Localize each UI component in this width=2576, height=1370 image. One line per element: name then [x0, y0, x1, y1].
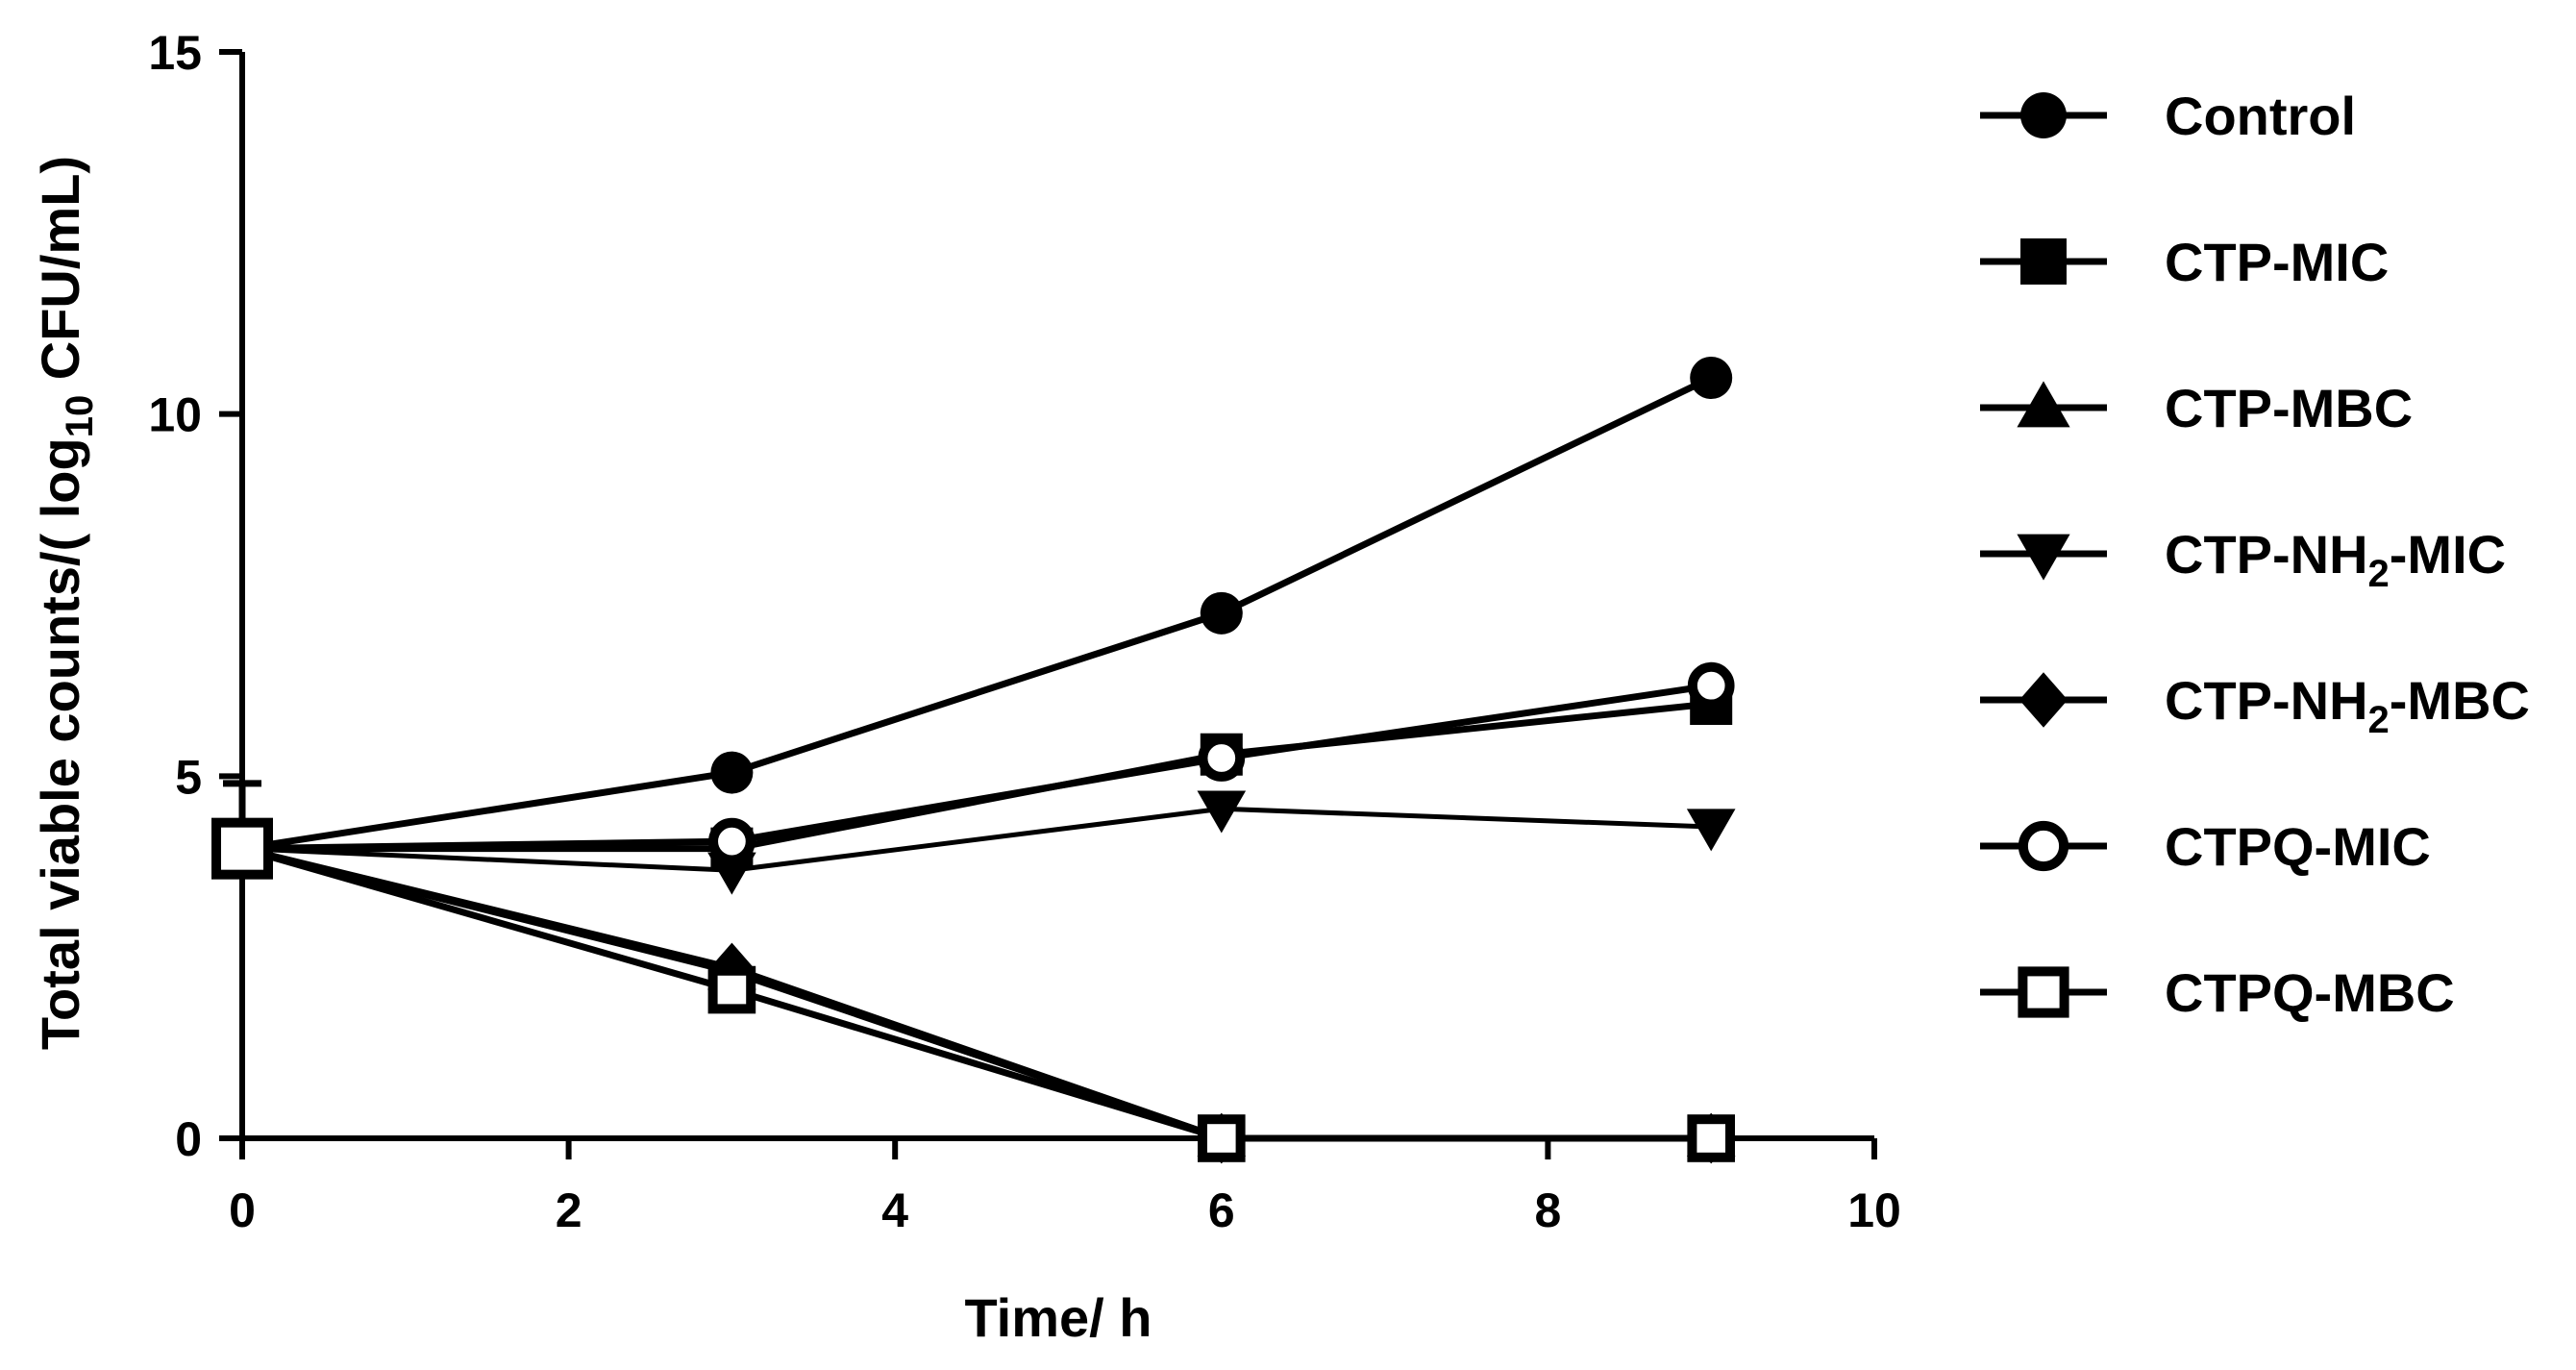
series-markers-ctp-nh2-mbc [219, 823, 1734, 1164]
series-ctp-nh2-mic [241, 806, 1712, 873]
y-tick-label: 10 [148, 388, 202, 442]
series-group [211, 357, 1736, 1164]
y-tick-label: 0 [175, 1112, 202, 1166]
series-line [241, 845, 1712, 1142]
series-ctpq-mbc [241, 845, 1712, 1142]
x-tick-label: 2 [556, 1183, 582, 1237]
legend-item: CTP-MBC [1980, 378, 2413, 438]
y-axis-title: Total viable counts/( log10 CFU/mL) [30, 156, 101, 1050]
data-point [1198, 1114, 1246, 1162]
series-markers-ctpq-mbc [211, 817, 1736, 1162]
y-tick-label: 15 [148, 26, 202, 80]
legend-label: CTP-NH2-MBC [2165, 670, 2530, 741]
legend-item: CTPQ-MBC [1980, 962, 2455, 1023]
axes: 0 2 4 6 8 10 0 5 10 15 Time/ h Total viable counts/… [30, 26, 1901, 1348]
data-point [1686, 809, 1736, 852]
legend-item: CTP-NH2-MIC [1980, 524, 2506, 595]
data-point [1687, 1114, 1736, 1162]
legend-item: CTP-MIC [1980, 232, 2389, 292]
data-point [211, 817, 273, 880]
legend-item: CTPQ-MIC [1980, 816, 2431, 877]
data-point [707, 852, 756, 895]
series-ctp-mbc [241, 845, 1712, 1142]
y-axis-title-subscript: 10 [59, 395, 101, 438]
legend-label: CTPQ-MIC [2165, 816, 2431, 877]
data-point [1200, 591, 1243, 635]
series-markers-ctp-mbc [217, 824, 1736, 1157]
legend-item: Control [1980, 86, 2356, 146]
legend-marker [2017, 381, 2070, 428]
data-point [710, 751, 754, 794]
series-ctp-nh2-mbc [241, 845, 1712, 1142]
legend-marker [2017, 534, 2070, 581]
series-markers-control [221, 357, 1733, 870]
data-point [708, 817, 755, 865]
data-point [1198, 735, 1246, 782]
legend-marker [2020, 92, 2067, 138]
y-tick-label: 5 [175, 750, 202, 804]
x-tick-label: 0 [229, 1183, 256, 1237]
y-axis-title-part: Total viable counts/( log [30, 437, 90, 1050]
legend-item: CTP-NH2-MBC [1980, 670, 2530, 741]
data-point [1690, 357, 1733, 399]
legend-marker [2018, 966, 2069, 1018]
series-line [241, 682, 1712, 853]
legend-label: CTPQ-MBC [2165, 962, 2455, 1023]
series-line [241, 845, 1712, 1142]
series-line [241, 806, 1712, 873]
x-tick-label: 10 [1847, 1183, 1901, 1237]
legend-marker [2020, 238, 2067, 285]
series-ctpq-mic [241, 682, 1712, 853]
legend-marker [2018, 820, 2069, 872]
x-axis-title: Time/ h [964, 1287, 1152, 1348]
legend-label: CTP-MIC [2165, 232, 2389, 292]
x-tick-label: 6 [1208, 1183, 1235, 1237]
legend: Control CTP-MIC CTP-MBC CTP-NH2-MIC CTP-NH2-… [1980, 86, 2530, 1023]
series-line [241, 845, 1712, 1142]
legend-label: CTP-NH2-MIC [2165, 524, 2506, 595]
x-tick-label: 4 [881, 1183, 908, 1237]
series-line [241, 374, 1713, 853]
data-point [1197, 790, 1247, 834]
legend-marker [2019, 672, 2068, 728]
legend-label: CTP-MBC [2165, 378, 2413, 438]
series-control [241, 374, 1713, 853]
legend-label: Control [2165, 86, 2356, 146]
series-ctp-mic [242, 700, 1712, 853]
data-point [1687, 661, 1735, 710]
y-axis-title-part: CFU/mL) [30, 156, 90, 395]
data-point [707, 965, 756, 1014]
series-line [242, 700, 1712, 853]
x-tick-label: 8 [1534, 1183, 1561, 1237]
series-markers-ctpq-mic [218, 661, 1735, 873]
